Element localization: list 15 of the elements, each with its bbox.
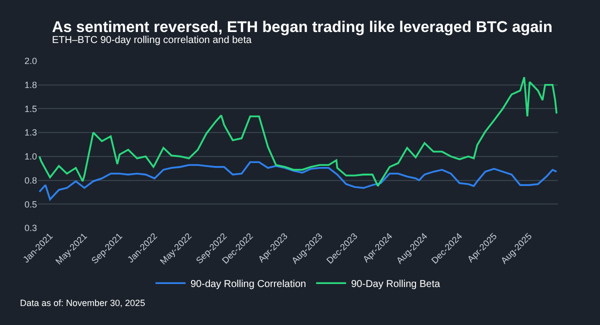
y-tick-label: 1.8	[24, 80, 37, 90]
y-tick-label: 1.5	[24, 104, 37, 114]
y-tick-label: 1.0	[24, 152, 37, 162]
legend-label: 90-day Rolling Correlation	[190, 279, 306, 290]
chart-title: As sentiment reversed, ETH began trading like leveraged BTC again	[52, 19, 552, 36]
y-tick-label: 0.8	[24, 175, 37, 186]
line-series	[38, 76, 558, 187]
legend-label: 90-Day Rolling Beta	[351, 279, 440, 290]
chart-subtitle: ETH–BTC 90-day rolling correlation and beta	[52, 35, 252, 46]
line-series	[38, 161, 558, 200]
y-tick-label: 0.3	[24, 223, 37, 234]
y-tick-label: 0.5	[24, 199, 37, 210]
y-tick-label: 1.3	[24, 128, 37, 138]
y-tick-label: 2.0	[24, 56, 37, 66]
text: Data as of: November 30, 2025	[20, 298, 146, 308]
